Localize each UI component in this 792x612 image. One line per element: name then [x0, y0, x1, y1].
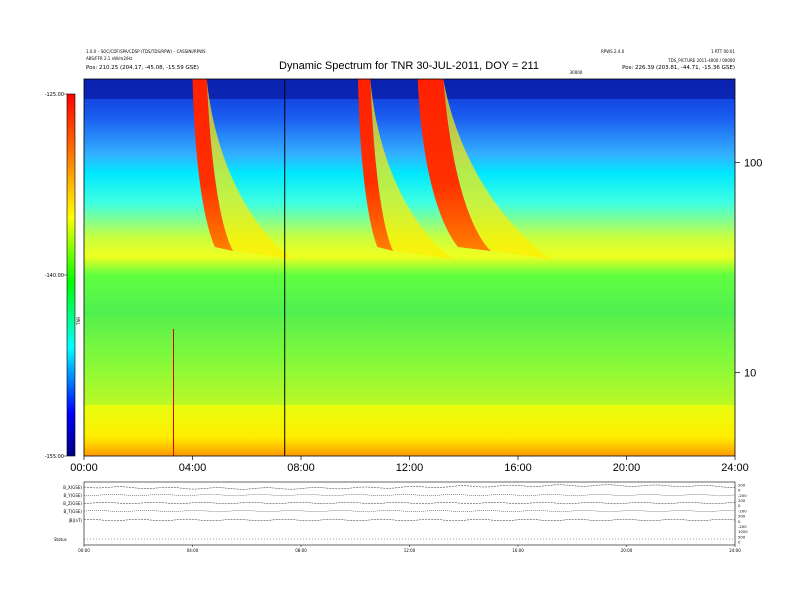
spectrogram-top-band [84, 79, 735, 99]
magnetometer-right-tick-label: 200 [738, 498, 746, 503]
colorbar-tick-label: -140.00 [45, 273, 64, 279]
magnetometer-time-tick-label: 24:00 [729, 548, 741, 553]
magnetometer-trace [83, 493, 736, 497]
frequency-axis: 100 10 [735, 158, 762, 379]
magnetometer-time-tick-label: 00:00 [78, 548, 90, 553]
magnetometer-row-label: |B|(nT) [68, 518, 82, 523]
magnetometer-right-tick-label: -200 [738, 493, 747, 498]
magnetometer-right-tick-label: 200 [738, 514, 746, 519]
magnetometer-trace [83, 509, 736, 513]
colorbar-ticks: -125.00 -140.00 -155.00 [45, 92, 67, 460]
magnetometer-right-tick-label: 0 [738, 519, 741, 524]
type-iii-burst-tail [206, 79, 294, 259]
type-iii-burst [417, 79, 491, 251]
spectrogram [84, 79, 735, 456]
header-right-line1: 1 RTT 00:01 [711, 49, 735, 54]
magnetometer-trace [83, 518, 736, 522]
time-tick-label: 16:00 [504, 462, 532, 474]
spectrogram-mid-band [84, 320, 735, 405]
type-iii-burst [357, 79, 394, 251]
magnetometer-row-label: B_T(GSE) [64, 509, 83, 514]
colorbar [66, 93, 76, 457]
type-iii-burst-tail [370, 79, 454, 259]
type-iii-burst [192, 79, 234, 251]
frequency-tick-label: 10 [744, 367, 756, 379]
time-tick-label: 24:00 [721, 462, 749, 474]
magnetometer-time-tick-label: 04:00 [187, 548, 199, 553]
header-left-line3: Pos: 210.25 (204.17, -45.08, -15.59 GSE) [86, 65, 199, 71]
time-axis: 00:00 04:00 08:00 12:00 16:00 20:00 24:00 [70, 456, 749, 474]
magnetometer-right-tick-label: 0 [738, 540, 741, 545]
magnetometer-row-label: B_Z(GSE) [63, 501, 82, 506]
magnetometer-right-tick-label: 1000 [738, 529, 748, 534]
magnetometer-panel: B_X(GSE) B_Y(GSE) B_Z(GSE) B_T(GSE) |B|(nT) S… [54, 481, 748, 553]
colorbar-label: TNR [76, 317, 81, 326]
magnetometer-trace [83, 484, 736, 490]
magnetometer-right-tick-label: -200 [738, 524, 747, 529]
magnetometer-time-tick-label: 12:00 [404, 548, 416, 553]
magnetometer-right-tick-label: 0 [738, 503, 741, 508]
time-tick-label: 00:00 [70, 462, 98, 474]
spectrogram-background [84, 79, 735, 456]
header-right-line2: TDS_PICTURE 2011-4000 / 00000 [667, 58, 735, 63]
magnetometer-row-label: B_Y(GSE) [64, 493, 83, 498]
header-left-line2: ABS/FFR 2.1 nW/m2/Hz [86, 56, 132, 61]
header-left-line1: 1.0.0 – SOC/CDF/SPA/CDSP (TDS/TDS/RPW) –… [86, 49, 206, 54]
magnetometer-right-tick-label: 500 [738, 534, 746, 539]
magnetometer-time-tick-label: 20:00 [621, 548, 633, 553]
header-right-line3: Pos: 226.39 (203.81, -44.71, -15.36 GSE) [622, 65, 735, 71]
magnetometer-time-tick-label: 08:00 [295, 548, 307, 553]
magnetometer-right-tick-label: -200 [738, 508, 747, 513]
time-tick-label: 08:00 [287, 462, 315, 474]
magnetometer-row-label: B_X(GSE) [63, 485, 82, 490]
time-tick-label: 04:00 [179, 462, 207, 474]
time-tick-label: 12:00 [396, 462, 424, 474]
type-iii-burst-tail [443, 79, 551, 259]
header-mid-right: RPWS 2.4.0 [601, 49, 625, 54]
magnetometer-row-label: Status [54, 537, 67, 542]
colorbar-tick-label: -125.00 [45, 92, 64, 98]
colorbar-tick-label: -155.00 [45, 454, 64, 460]
frequency-tick-label: 100 [744, 158, 762, 170]
chart-title: Dynamic Spectrum for TNR 30-JUL-2011, DO… [279, 60, 539, 72]
magnetometer-time-tick-label: 16:00 [512, 548, 524, 553]
magnetometer-right-tick-label: 0 [738, 488, 741, 493]
magnetometer-right-tick-label: 200 [738, 483, 746, 488]
time-tick-label: 20:00 [613, 462, 641, 474]
header-sub-mark: 30000 [570, 70, 583, 75]
magnetometer-frame [83, 481, 736, 546]
magnetometer-trace [83, 501, 736, 505]
